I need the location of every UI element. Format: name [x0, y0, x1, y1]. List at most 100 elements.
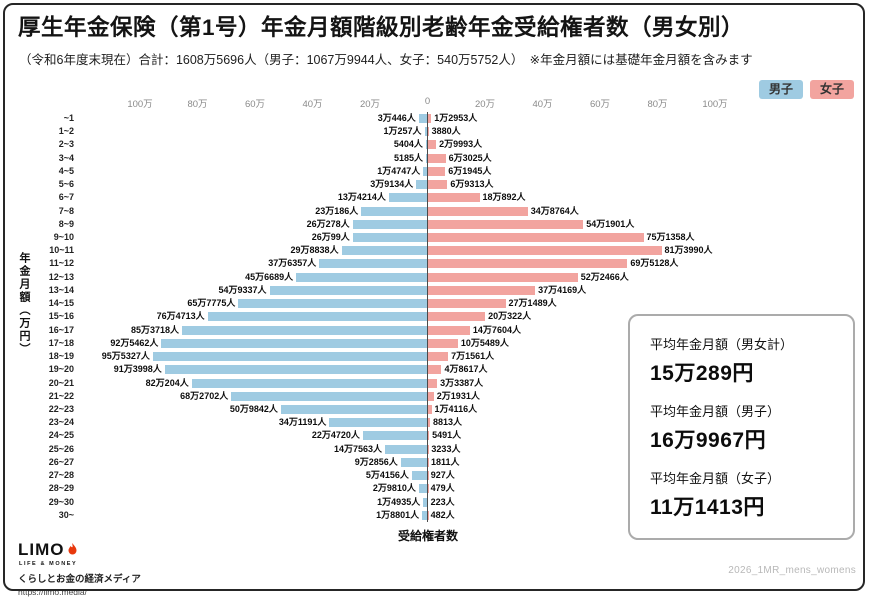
male-bar [363, 431, 428, 440]
female-bar [428, 405, 432, 414]
average-value: 15万289円 [650, 357, 833, 387]
category-label: 2~3 [0, 138, 74, 151]
chart-subtitle: （令和6年度末現在）合計：1608万5696人（男子：1067万9944人、女子… [19, 49, 753, 68]
female-bar [428, 431, 430, 440]
female-bar [428, 392, 434, 401]
male-bar [281, 405, 428, 414]
x-axis-tick: 40万 [513, 96, 573, 110]
site-tagline: くらしとお金の経済メディア [18, 571, 141, 585]
female-bar [428, 339, 458, 348]
female-bar [428, 167, 446, 176]
female-bar-label: 3880人 [432, 125, 461, 138]
average-label: 平均年金月額（男子） [650, 401, 833, 420]
category-label: 28~29 [0, 482, 74, 495]
female-bar [428, 299, 506, 308]
x-axis-tick: 20万 [455, 96, 515, 110]
male-bar-label: 3万9134人 [213, 178, 413, 191]
female-bar-label: 81万3990人 [665, 244, 713, 257]
male-bar-label: 37万6357人 [116, 257, 316, 270]
male-bar-label: 68万2702人 [28, 390, 228, 403]
female-bar-label: 34万8764人 [531, 205, 579, 218]
female-bar-label: 482人 [431, 509, 455, 522]
male-bar-label: 76万4713人 [5, 310, 205, 323]
male-bar [419, 484, 428, 493]
female-bar-label: 1万2953人 [434, 112, 477, 125]
x-axis-tick: 80万 [628, 96, 688, 110]
male-bar [208, 312, 428, 321]
female-bar-label: 223人 [431, 496, 455, 509]
average-label: 平均年金月額（男女計） [650, 334, 833, 353]
limo-logo-subtext: LIFE & MONEY [19, 561, 141, 567]
female-bar [428, 418, 431, 427]
male-bar [238, 299, 427, 308]
category-label: 13~14 [0, 284, 74, 297]
pyramid-row: 12~13 45万6689人 52万2466人 [0, 271, 870, 284]
male-bar [353, 220, 428, 229]
female-bar-label: 52万2466人 [581, 271, 629, 284]
category-label: 25~26 [0, 443, 74, 456]
male-bar [385, 445, 427, 454]
male-bar-label: 85万3718人 [0, 324, 179, 337]
male-bar-label: 34万1191人 [126, 416, 326, 429]
male-bar-label: 5185人 [223, 152, 423, 165]
x-axis-tick: 60万 [225, 96, 285, 110]
x-axis-tick: 80万 [168, 96, 228, 110]
limo-logo: LIMO [18, 541, 141, 560]
male-bar-label: 54万9337人 [67, 284, 267, 297]
male-bar-label: 2万9810人 [216, 482, 416, 495]
category-label: 24~25 [0, 429, 74, 442]
male-bar-label: 22万4720人 [160, 429, 360, 442]
category-label: 7~8 [0, 205, 74, 218]
female-bar [428, 233, 644, 242]
male-bar [296, 273, 427, 282]
male-bar [329, 418, 427, 427]
female-bar [428, 365, 442, 374]
x-axis-label: 受給権者数 [328, 527, 528, 544]
male-bar [231, 392, 427, 401]
female-bar [428, 246, 662, 255]
category-label: 26~27 [0, 456, 74, 469]
male-bar [161, 339, 427, 348]
male-bar [412, 471, 428, 480]
female-bar-label: 479人 [431, 482, 455, 495]
x-axis-tick: 0 [398, 96, 458, 107]
male-bar-label: 45万6689人 [93, 271, 293, 284]
category-label: 12~13 [0, 271, 74, 284]
female-bar [428, 458, 429, 467]
female-bar-label: 3万3387人 [440, 377, 483, 390]
female-bar [428, 352, 449, 361]
female-bar-label: 75万1358人 [647, 231, 695, 244]
male-bar [353, 233, 428, 242]
category-label: 22~23 [0, 403, 74, 416]
average-label: 平均年金月額（女子） [650, 468, 833, 487]
average-summary-items: 平均年金月額（男女計）15万289円平均年金月額（男子）16万9967円平均年金… [650, 334, 833, 521]
male-bar [401, 458, 428, 467]
category-label: 5~6 [0, 178, 74, 191]
male-bar-label: 29万8838人 [139, 244, 339, 257]
female-bar [428, 312, 486, 321]
male-bar-label: 14万7563人 [182, 443, 382, 456]
male-bar-label: 13万4214人 [186, 191, 386, 204]
female-bar-label: 5491人 [432, 429, 461, 442]
female-bar-label: 2万9993人 [439, 138, 482, 151]
x-axis-tick: 20万 [340, 96, 400, 110]
male-bar [192, 379, 428, 388]
male-bar-label: 65万7775人 [35, 297, 235, 310]
site-url: https://limo.media/ [18, 587, 141, 597]
female-bar-label: 1万4116人 [435, 403, 478, 416]
male-bar-label: 1万4747人 [220, 165, 420, 178]
female-bar-label: 6万9313人 [450, 178, 493, 191]
female-bar-label: 927人 [431, 469, 455, 482]
female-bar-label: 6万1945人 [448, 165, 491, 178]
male-bar-label: 3万446人 [216, 112, 416, 125]
